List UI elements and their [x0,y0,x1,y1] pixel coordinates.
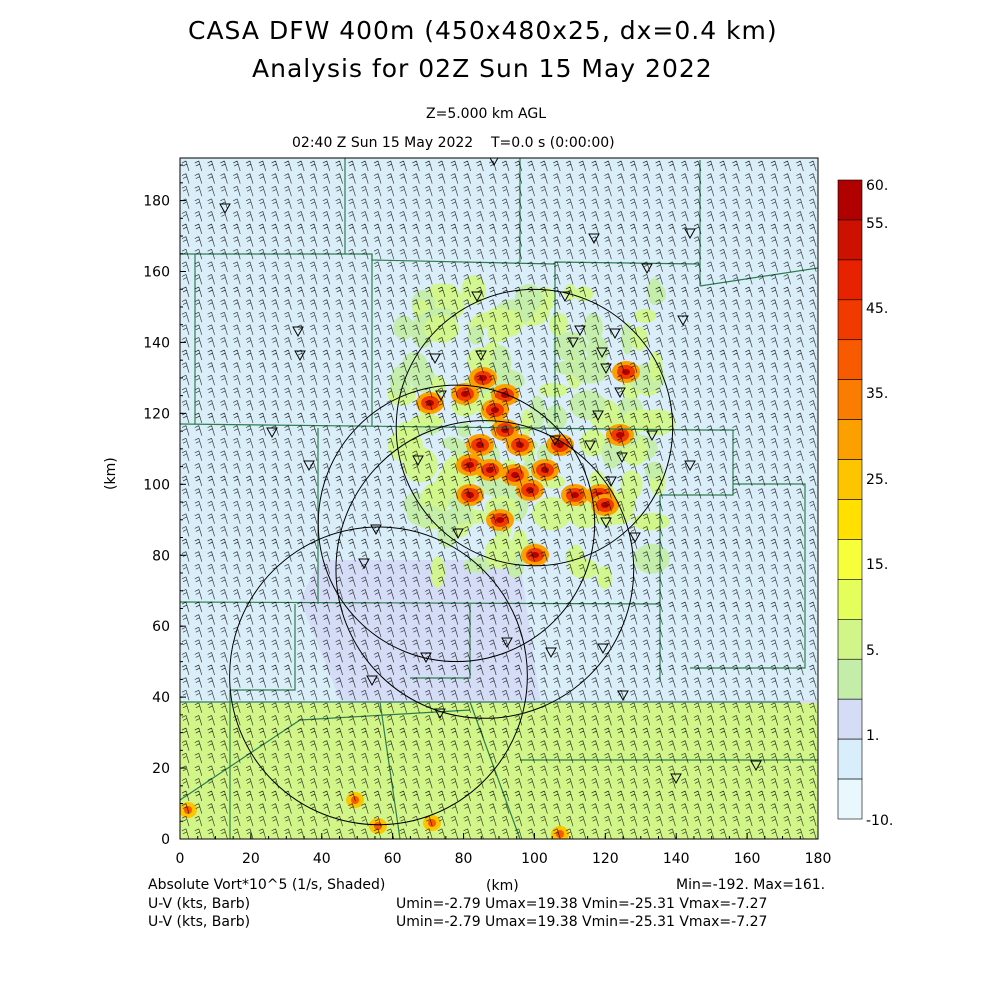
colorbar-swatch [837,179,863,221]
colorbar-label: 55. [866,216,888,232]
x-tick-label: 60 [384,851,402,867]
colorbar-label: 15. [866,557,888,573]
field-description: Absolute Vort*10^5 (1/s, Shaded) [148,877,386,893]
colorbar: 60. 55. 45. 35. 25. 15. 5. 1. -10. [837,178,893,829]
y-tick-label: 40 [152,690,170,706]
colorbar-label: 5. [866,643,879,659]
y-tick-label: 120 [143,406,170,422]
valid-time-label: 02:40 Z Sun 15 May 2022 T=0.0 s (0:00:00… [292,135,615,151]
vorticity-field [180,158,818,839]
y-tick-label: 80 [152,548,170,564]
radar-range-rings [229,288,674,826]
y-tick-label: 20 [152,761,170,777]
x-tick-label: 0 [176,851,185,867]
barb-description-1: U-V (kts, Barb) [148,896,251,912]
x-tick-label: 160 [734,851,761,867]
uv-stats-1: Umin=-2.79 Umax=19.38 Vmin=-25.31 Vmax=-… [396,896,768,912]
x-tick-label: 140 [663,851,690,867]
x-tick-label: 180 [805,851,832,867]
y-axis-label: (km) [103,457,119,490]
axes: 0 20 40 60 80 100 120 140 160 180 0 20 40 60 80 100 120 1… [143,164,832,867]
title-line-2: Analysis for 02Z Sun 15 May 2022 [252,54,713,83]
colorbar-swatch [837,619,863,660]
colorbar-swatch [837,219,863,261]
colorbar-label: 25. [866,472,888,488]
colorbar-swatch [837,579,863,620]
colorbar-swatch [837,299,863,341]
x-axis-label: (km) [486,878,519,894]
field-minmax: Min=-192. Max=161. [676,877,826,893]
x-tick-label: 40 [313,851,331,867]
barb-description-2: U-V (kts, Barb) [148,914,251,930]
y-tick-label: 0 [161,832,170,848]
colorbar-swatch [837,339,863,380]
colorbar-swatch [837,738,863,780]
colorbar-label: -10. [866,813,893,829]
colorbar-swatch [837,539,863,580]
title-line-1: CASA DFW 400m (450x480x25, dx=0.4 km) [188,16,778,45]
x-tick-label: 80 [455,851,473,867]
y-tick-label: 160 [143,265,170,281]
station-markers [219,158,762,785]
y-tick-label: 180 [143,194,170,210]
colorbar-label: 60. [866,178,888,194]
y-tick-label: 140 [143,335,170,351]
x-tick-label: 100 [521,851,548,867]
colorbar-swatch [837,698,863,740]
level-label: Z=5.000 km AGL [426,106,547,122]
colorbar-swatch [837,459,863,500]
colorbar-label: 45. [866,301,888,317]
colorbar-swatch [837,778,863,820]
y-tick-label: 60 [152,619,170,635]
y-tick-label: 100 [143,477,170,493]
colorbar-label: 1. [866,728,879,744]
colorbar-swatch [837,379,863,420]
colorbar-label: 35. [866,386,888,402]
x-tick-label: 20 [242,851,260,867]
colorbar-swatch [837,658,863,700]
colorbar-swatch [837,259,863,301]
colorbar-swatch [837,419,863,460]
x-tick-label: 120 [592,851,619,867]
uv-stats-2: Umin=-2.79 Umax=19.38 Vmin=-25.31 Vmax=-… [396,914,768,930]
wind-barbs [181,160,817,839]
colorbar-swatch [837,499,863,540]
